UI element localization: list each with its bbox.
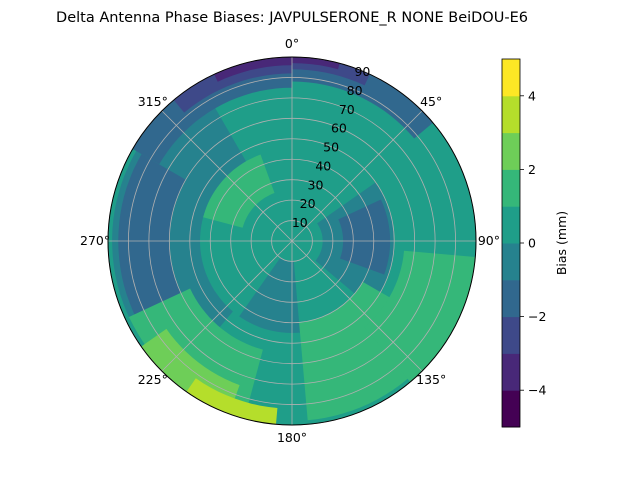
- angular-tick-label: 315°: [138, 94, 168, 109]
- radial-tick-label: 60: [331, 121, 347, 136]
- angular-gridline-45: [291, 110, 423, 242]
- colorbar-segment: [502, 316, 520, 354]
- colorbar-segment: [502, 132, 520, 170]
- colorbar-tick-label: −2: [528, 309, 546, 324]
- radial-tick-label: 30: [308, 177, 324, 192]
- colorbar-segment: [502, 353, 520, 391]
- colorbar-tick-label: 2: [528, 162, 536, 177]
- contour-region-15: [186, 378, 278, 425]
- radial-tick-label: 50: [323, 140, 339, 155]
- contour-region-3: [239, 257, 300, 333]
- angular-tick-label: 225°: [138, 372, 168, 387]
- colorbar-segment: [502, 243, 520, 281]
- colorbar-segment: [502, 206, 520, 244]
- radial-tick-label: 80: [347, 83, 363, 98]
- angular-gridline-315: [161, 110, 293, 242]
- polar-outer-spine: [107, 56, 477, 426]
- angular-tick-labels: 0° 45° 90° 135° 180° 225° 270° 315°: [80, 36, 500, 445]
- radial-tick-label: 40: [315, 158, 331, 173]
- radial-tick-labels: 10 20 30 40 50 60 70 80 90: [292, 64, 371, 230]
- contour-region-9: [173, 57, 292, 113]
- angular-gridline-225: [161, 240, 293, 372]
- colorbar-tick-label: 4: [528, 88, 536, 103]
- colorbar-segment: [502, 169, 520, 207]
- colorbar-segment: [502, 279, 520, 318]
- colorbar: −4 −2 0 2 4 Bias (mm): [501, 58, 569, 428]
- polar-grid: [107, 56, 477, 426]
- radial-tick-label: 20: [300, 196, 316, 211]
- contour-region-11: [214, 57, 292, 82]
- angular-tick-label: 0°: [285, 36, 299, 51]
- angular-gridline-135: [291, 240, 423, 372]
- chart-title: Delta Antenna Phase Biases: JAVPULSERONE…: [56, 10, 528, 26]
- angular-tick-label: 180°: [277, 430, 307, 445]
- contour-region-8: [292, 57, 433, 139]
- contour-region-17: [364, 250, 476, 382]
- colorbar-tick-label: 0: [528, 236, 536, 251]
- angular-tick-label: 45°: [420, 94, 442, 109]
- contour-region-7: [132, 57, 292, 165]
- radial-tick-label: 70: [339, 102, 355, 117]
- colorbar-segment: [502, 390, 520, 428]
- colorbar-segment: [502, 59, 520, 97]
- radial-tick-label: 10: [292, 215, 308, 230]
- angular-tick-label: 90°: [478, 233, 500, 248]
- contour-region-6: [203, 154, 275, 228]
- radial-tick-label: 90: [354, 64, 370, 79]
- colorbar-tick-label: −4: [528, 383, 546, 398]
- colorbar-segment: [502, 95, 520, 134]
- colorbar-label: Bias (mm): [554, 211, 569, 275]
- angular-tick-label: 270°: [80, 233, 110, 248]
- angular-tick-label: 135°: [416, 372, 446, 387]
- contour-region-12: [292, 57, 340, 70]
